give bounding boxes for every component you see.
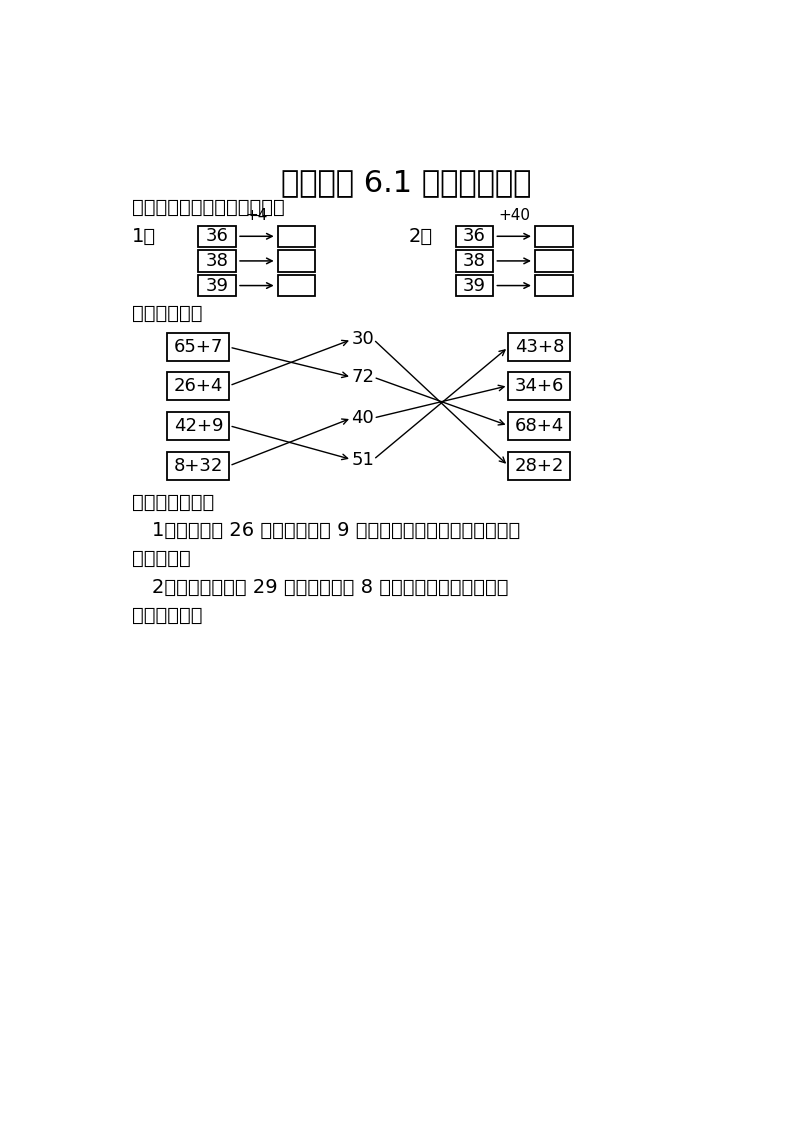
Text: 51: 51: [351, 451, 374, 469]
Bar: [167, 333, 229, 361]
Text: 39: 39: [463, 276, 486, 295]
Text: 28+2: 28+2: [515, 457, 564, 475]
Text: 39: 39: [205, 276, 228, 295]
Text: 38: 38: [205, 252, 228, 270]
Bar: [508, 412, 570, 440]
Text: 一年级下 6.1 图书馆课时练: 一年级下 6.1 图书馆课时练: [281, 168, 531, 196]
Text: 34+6: 34+6: [515, 377, 564, 395]
Text: +40: +40: [498, 208, 531, 223]
Bar: [508, 452, 570, 479]
Bar: [167, 452, 229, 479]
Text: 二、连一连。: 二、连一连。: [132, 304, 202, 323]
Text: 26+4: 26+4: [174, 377, 223, 395]
Text: 1、一只小猴 26 元，一只小猫 9 元。买一只小猴和一只小猫，一: 1、一只小猴 26 元，一只小猫 9 元。买一只小猴和一只小猫，一: [151, 521, 520, 540]
Text: 43+8: 43+8: [515, 338, 564, 356]
Bar: [535, 226, 573, 247]
Text: 38: 38: [463, 252, 485, 270]
Bar: [508, 333, 570, 361]
Text: +4: +4: [246, 208, 268, 223]
Bar: [278, 226, 316, 247]
Text: 40: 40: [351, 410, 374, 427]
Bar: [198, 250, 236, 272]
Text: 2、老师已经收了 29 本作业，再交 8 本就齐了，这个班一共有: 2、老师已经收了 29 本作业，再交 8 本就齐了，这个班一共有: [151, 578, 508, 597]
Text: 一、算一算，再看看了什么？: 一、算一算，再看看了什么？: [132, 199, 285, 218]
Bar: [278, 275, 316, 296]
Bar: [535, 275, 573, 296]
Text: 36: 36: [463, 228, 485, 246]
Bar: [535, 250, 573, 272]
Bar: [456, 250, 492, 272]
Text: 多少名学生？: 多少名学生？: [132, 606, 202, 625]
Text: 36: 36: [205, 228, 228, 246]
Text: 42+9: 42+9: [174, 416, 223, 434]
Text: 65+7: 65+7: [174, 338, 223, 356]
Bar: [167, 412, 229, 440]
Text: 30: 30: [351, 331, 374, 349]
Bar: [198, 275, 236, 296]
Bar: [198, 226, 236, 247]
Text: 68+4: 68+4: [515, 416, 564, 434]
Text: 8+32: 8+32: [174, 457, 223, 475]
Text: 三、解决问题。: 三、解决问题。: [132, 494, 214, 513]
Bar: [167, 371, 229, 399]
Bar: [508, 371, 570, 399]
Bar: [278, 250, 316, 272]
Bar: [456, 226, 492, 247]
Text: 共多少元？: 共多少元？: [132, 549, 190, 568]
Text: 2、: 2、: [409, 227, 433, 246]
Bar: [456, 275, 492, 296]
Text: 72: 72: [351, 368, 374, 386]
Text: 1、: 1、: [132, 227, 155, 246]
